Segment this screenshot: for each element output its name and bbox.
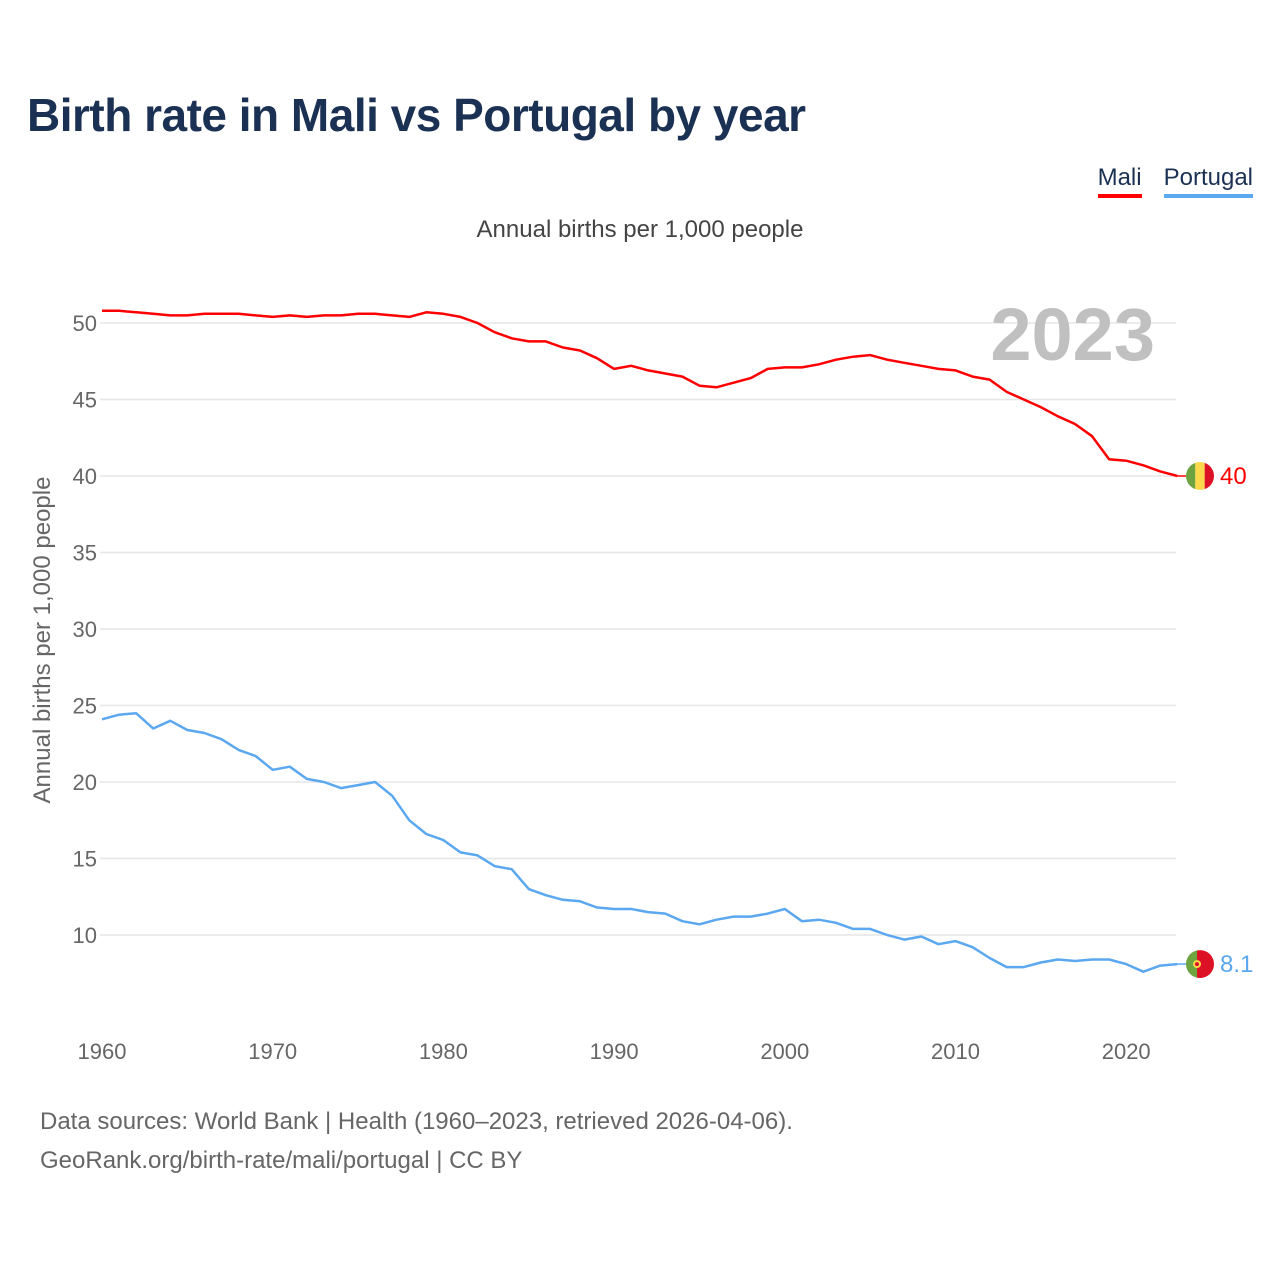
y-tick-10: 10: [73, 923, 97, 948]
x-tick-1980: 1980: [419, 1039, 468, 1064]
x-tick-1970: 1970: [248, 1039, 297, 1064]
footer-sources: Data sources: World Bank | Health (1960–…: [40, 1108, 793, 1135]
y-tick-45: 45: [73, 388, 97, 413]
y-tick-50: 50: [73, 311, 97, 336]
chart-subtitle: Annual births per 1,000 people: [476, 216, 804, 243]
y-axis-label: Annual births per 1,000 people: [29, 477, 56, 804]
x-tick-2020: 2020: [1102, 1039, 1151, 1064]
y-tick-25: 25: [73, 694, 97, 719]
legend-item-mali[interactable]: Mali: [1097, 164, 1142, 198]
y-tick-35: 35: [73, 541, 97, 566]
y-tick-40: 40: [73, 464, 97, 489]
end-label-mali: 40: [1220, 463, 1247, 490]
y-tick-15: 15: [73, 847, 97, 872]
chart-title: Birth rate in Mali vs Portugal by year: [27, 89, 806, 141]
end-label-portugal: 8.1: [1220, 951, 1253, 978]
flag-icon-mali: [1186, 462, 1214, 490]
footer-link[interactable]: GeoRank.org/birth-rate/mali/portugal | C…: [40, 1147, 523, 1174]
x-tick-1990: 1990: [590, 1039, 639, 1064]
legend: Mali Portugal: [1097, 164, 1253, 198]
x-tick-2000: 2000: [760, 1039, 809, 1064]
year-watermark: 2023: [990, 293, 1155, 376]
series-line-mali: [102, 309, 1178, 478]
y-tick-20: 20: [73, 770, 97, 795]
y-tick-30: 30: [73, 617, 97, 642]
x-tick-2010: 2010: [931, 1039, 980, 1064]
x-tick-1960: 1960: [78, 1039, 127, 1064]
flag-icon-portugal: [1186, 950, 1214, 979]
series-line-portugal: [101, 711, 1178, 973]
legend-item-portugal[interactable]: Portugal: [1163, 164, 1253, 198]
